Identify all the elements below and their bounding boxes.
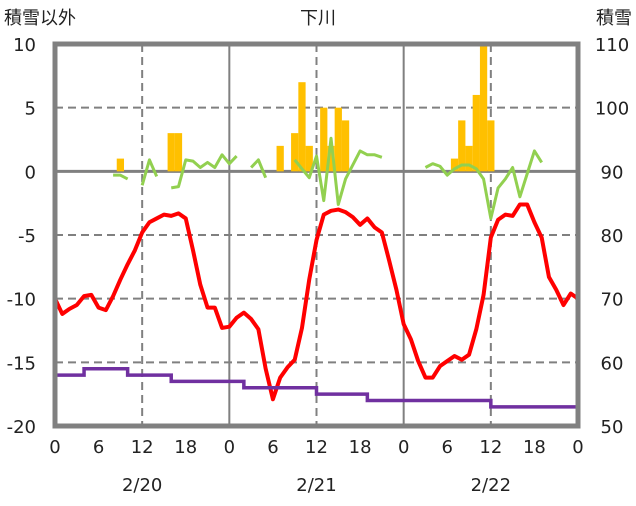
precip-bar	[458, 120, 466, 172]
lines	[53, 136, 580, 409]
x-tick: 0	[49, 437, 60, 458]
precip-bar	[465, 145, 473, 172]
precip-bar	[174, 133, 183, 172]
precip-bar	[341, 120, 350, 172]
x-tick: 0	[398, 437, 409, 458]
x-tick: 12	[479, 437, 502, 458]
day-label: 2/22	[471, 475, 511, 496]
precip-bar	[320, 107, 328, 172]
y-tick-right: 80	[601, 226, 624, 247]
precip-bar	[334, 107, 342, 172]
day-label: 2/21	[296, 475, 336, 496]
green-line-segment	[424, 149, 543, 220]
x-tick: 6	[93, 437, 104, 458]
green-line-segment	[293, 136, 383, 206]
y-tick-right: 110	[595, 35, 629, 56]
x-tick: 18	[349, 437, 372, 458]
precip-bar	[167, 133, 175, 172]
x-tick: 12	[305, 437, 328, 458]
precip-bar	[479, 44, 488, 172]
y-tick-right: 50	[601, 417, 624, 438]
left-axis-title: 積雪以外	[4, 8, 76, 29]
y-tick-left: -10	[7, 290, 36, 311]
right-axis-title: 積雪	[596, 8, 632, 29]
x-tick: 18	[523, 437, 546, 458]
green-line-segment	[170, 153, 238, 190]
y-tick-left: -15	[7, 353, 36, 374]
precip-bar	[472, 94, 480, 172]
precip-bar	[298, 82, 306, 172]
precip-bar	[276, 145, 284, 172]
plot-border	[52, 41, 581, 429]
day-label: 2/20	[122, 475, 162, 496]
bars	[116, 44, 495, 172]
chart-title: 下川	[300, 8, 336, 29]
precip-bar	[305, 145, 313, 172]
x-tick: 0	[572, 437, 583, 458]
precip-bar	[487, 120, 495, 172]
plot-frame	[52, 41, 581, 429]
x-tick: 6	[442, 437, 453, 458]
y-tick-left: 5	[25, 99, 36, 120]
x-tick: 12	[131, 437, 154, 458]
y-tick-right: 90	[601, 162, 624, 183]
y-tick-left: -5	[18, 226, 36, 247]
temperature-line	[53, 202, 580, 402]
green-line-segment	[113, 173, 129, 181]
y-tick-left: 0	[25, 162, 36, 183]
precip-bar	[327, 145, 335, 172]
y-tick-right: 60	[601, 353, 624, 374]
x-tick: 6	[267, 437, 278, 458]
green-line-segment	[140, 158, 159, 186]
y-tick-right: 70	[601, 290, 624, 311]
x-tick: 18	[174, 437, 197, 458]
y-tick-right: 100	[595, 99, 629, 120]
y-tick-left: 10	[13, 35, 36, 56]
precip-bar	[450, 158, 459, 172]
snow-depth-line	[55, 366, 578, 409]
precip-bar	[116, 158, 125, 172]
green-line-segment	[250, 158, 268, 179]
y-tick-left: -20	[7, 417, 36, 438]
precip-bar	[291, 133, 299, 172]
x-tick: 0	[224, 437, 235, 458]
